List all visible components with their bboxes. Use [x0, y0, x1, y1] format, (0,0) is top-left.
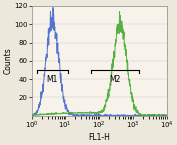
Text: M1: M1	[47, 75, 58, 84]
Y-axis label: Counts: Counts	[4, 47, 12, 74]
X-axis label: FL1-H: FL1-H	[88, 133, 110, 142]
Text: M2: M2	[109, 75, 121, 84]
